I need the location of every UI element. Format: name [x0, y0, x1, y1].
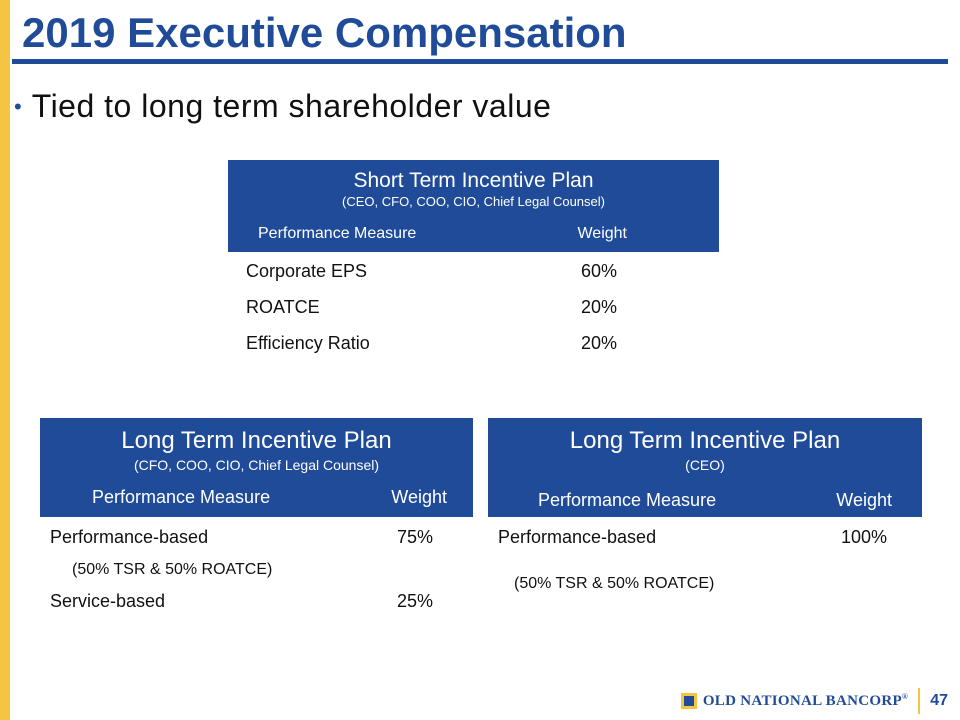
- company-name: OLD NATIONAL BANCORP: [702, 693, 902, 709]
- row-note: (50% TSR & 50% ROATCE): [72, 561, 273, 578]
- table-row: Efficiency Ratio 20%: [228, 325, 719, 361]
- column-header-measure: Performance Measure: [538, 490, 717, 510]
- long-term-rows: Performance-based 100% (50% TSR & 50% RO…: [488, 517, 922, 595]
- row-weight: 100%: [840, 526, 887, 547]
- row-weight: 75%: [396, 526, 433, 547]
- footer: OLD NATIONAL BANCORP® 47: [680, 688, 948, 714]
- column-header-weight: Weight: [836, 490, 892, 510]
- long-term-plan-title: Long Term Incentive Plan: [569, 427, 841, 454]
- registered-mark: ®: [901, 692, 909, 701]
- column-header-measure: Performance Measure: [258, 225, 417, 242]
- row-weight: 20%: [580, 296, 617, 317]
- table-row: Service-based 25%: [50, 589, 433, 613]
- long-term-plan-table-ceo: Long Term Incentive Plan (CEO) Performan…: [488, 418, 922, 595]
- footer-divider: [918, 688, 921, 714]
- short-term-rows: Corporate EPS 60% ROATCE 20% Efficiency …: [228, 252, 719, 361]
- short-term-plan-table: Short Term Incentive Plan (CEO, CFO, COO…: [228, 160, 719, 361]
- column-header-weight: Weight: [577, 225, 627, 242]
- row-measure: Efficiency Ratio: [246, 332, 370, 353]
- bullet-dot-icon: •: [14, 93, 22, 119]
- long-term-plan-header: Long Term Incentive Plan (CEO) Performan…: [488, 418, 922, 517]
- company-logo-text: OLD NATIONAL BANCORP®: [703, 692, 908, 710]
- row-measure: Performance-based: [50, 526, 209, 547]
- long-term-column-headers: Performance Measure Weight: [488, 475, 922, 511]
- row-measure: ROATCE: [246, 296, 320, 317]
- long-term-plan-title: Long Term Incentive Plan: [121, 427, 392, 454]
- column-header-measure: Performance Measure: [92, 487, 271, 507]
- row-weight: 60%: [580, 260, 617, 281]
- short-term-plan-title: Short Term Incentive Plan: [353, 169, 594, 192]
- table-row: Performance-based 75%: [50, 525, 433, 549]
- table-row: Corporate EPS 60%: [228, 253, 719, 289]
- bullet-text: Tied to long term shareholder value: [31, 88, 552, 124]
- page-number: 47: [930, 692, 948, 709]
- long-term-plan-subtitle: (CEO): [685, 457, 725, 473]
- table-row: Performance-based 100%: [498, 525, 887, 549]
- long-term-plan-header: Long Term Incentive Plan (CFO, COO, CIO,…: [40, 418, 473, 517]
- row-note: (50% TSR & 50% ROATCE): [514, 575, 715, 592]
- page-title: 2019 Executive Compensation: [22, 9, 627, 56]
- short-term-plan-header: Short Term Incentive Plan (CEO, CFO, COO…: [228, 160, 719, 252]
- column-header-weight: Weight: [391, 487, 447, 507]
- bullet-point: • Tied to long term shareholder value: [14, 88, 551, 125]
- row-measure: Corporate EPS: [246, 260, 368, 281]
- title-underline: [12, 59, 948, 64]
- long-term-plan-table-executives: Long Term Incentive Plan (CFO, COO, CIO,…: [40, 418, 473, 613]
- short-term-column-headers: Performance Measure Weight: [228, 211, 719, 243]
- table-row: ROATCE 20%: [228, 289, 719, 325]
- long-term-rows: Performance-based 75% (50% TSR & 50% ROA…: [40, 517, 473, 613]
- long-term-column-headers: Performance Measure Weight: [40, 475, 473, 508]
- left-accent-bar: [0, 0, 10, 720]
- row-weight: 25%: [396, 590, 433, 611]
- row-measure: Performance-based: [498, 526, 657, 547]
- row-weight: 20%: [580, 332, 617, 353]
- long-term-plan-subtitle: (CFO, COO, CIO, Chief Legal Counsel): [133, 457, 380, 473]
- short-term-plan-subtitle: (CEO, CFO, COO, CIO, Chief Legal Counsel…: [342, 194, 605, 209]
- bank-logo-icon: [680, 693, 697, 709]
- row-measure: Service-based: [50, 590, 166, 611]
